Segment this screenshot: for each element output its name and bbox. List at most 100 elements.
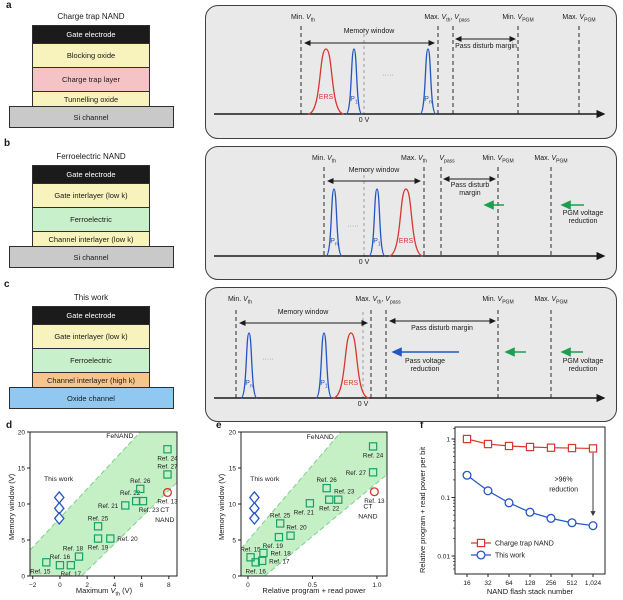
tick-label: 1.0 (372, 582, 381, 589)
chart-d-canvas: −2 0 2 4 6 8 0 5 10 15 20 Ref. 15 Ref. 16 Ref. 17 Ref.… (18, 429, 178, 589)
tick-label: 0.5 (308, 582, 317, 589)
vth-diagram-this-work: Min. Vth Max. Vth, Vpass Min. VPGM Max. … (205, 287, 617, 422)
data-point-circle (162, 487, 173, 498)
data-point-diamond (248, 511, 260, 526)
stack-layer: Gate electrode (32, 306, 150, 325)
annotation: FeNAND (106, 433, 133, 440)
data-point-circle (567, 518, 577, 528)
annotation: FeNAND (307, 434, 334, 441)
band-edge (30, 432, 141, 551)
p1-distribution (345, 48, 363, 115)
stack-layer: Channel interlayer (low k) (32, 231, 150, 247)
data-point-square (525, 442, 535, 452)
point-label: Ref. 26 (316, 477, 337, 484)
data-point-diamond (53, 511, 65, 526)
point-label: Ref. 19 (88, 545, 109, 552)
device-stack-this-work: This work Gate electrode Gate interlayer (… (0, 287, 182, 409)
tick-label: 64 (505, 580, 513, 587)
data-point-square (93, 534, 103, 543)
label-min-vth: Min. Vth (227, 296, 253, 306)
tick-label: 5 (232, 537, 236, 544)
tick-label: 4 (113, 582, 117, 589)
vth-diagram-charge-trap-nand: Min. Vth Max. Vth, Vpass Min. VPGM Max. … (205, 5, 617, 139)
point-label: Ref. 18 (270, 550, 291, 557)
p1-distribution (368, 188, 386, 257)
data-point-square (106, 534, 115, 543)
stack-layer: Gate interlayer (low k) (32, 183, 150, 208)
data-point-square (286, 531, 295, 540)
label-p1: P1 (350, 96, 358, 106)
data-point-square (136, 484, 145, 494)
label-min-vth: Min. Vth (290, 14, 316, 24)
data-point-square (163, 470, 172, 479)
point-label: Ref. 13 (364, 498, 385, 505)
label-min-vth: Min. Vth (311, 155, 337, 165)
stack-title: This work (73, 292, 109, 302)
label-pn: Pn (330, 238, 338, 248)
band-edge (81, 482, 177, 576)
tick-label: 20 (229, 429, 237, 436)
chart-power-vs-stack-number: 1 0.1 0.01 16 32 64 128 256 512 1,024 >96% reductio… (413, 421, 623, 600)
label-max-vpgm: Max. VPGM (562, 14, 596, 24)
stack-layer: Ferroelectric (32, 207, 150, 232)
tick-label: 1 (446, 436, 450, 443)
chart-e-ylabel: Memory window (V) (217, 473, 226, 540)
point-label: Ref. 22 (319, 506, 340, 513)
tick-label: 128 (525, 580, 536, 587)
data-point-square (504, 441, 514, 451)
band-edge (264, 474, 387, 576)
panel-letter-b: b (4, 138, 11, 149)
tick-label: 16 (463, 580, 471, 587)
panel-letter-a: a (6, 0, 12, 11)
tick-label: 1,024 (585, 580, 602, 587)
label-pass-disturb-margin: Pass disturb margin (455, 43, 517, 50)
vth-diagram-c-canvas (214, 310, 606, 403)
point-label: Ref. 19 (263, 543, 284, 550)
stack-layer: Gate electrode (32, 25, 150, 44)
tick-label: 0.01 (437, 553, 450, 560)
tick-label: 8 (167, 582, 171, 589)
tick-label: 5 (21, 537, 25, 544)
tick-label: 256 (546, 580, 557, 587)
data-point-square (567, 443, 577, 453)
data-point-square (259, 548, 268, 558)
data-point-square (74, 552, 84, 561)
label-max-vth: Max. Vth (401, 155, 427, 165)
panel-letter-e: e (216, 420, 222, 431)
label-max-vth-vpass: Max. Vth, Vpass (355, 296, 401, 306)
data-point-square (274, 532, 284, 542)
label-zero-volt: 0 V (358, 117, 370, 124)
data-point-circle (462, 470, 472, 480)
point-label: Ref. 27 (157, 463, 178, 470)
data-point-square (476, 538, 486, 548)
data-point-square (251, 558, 260, 567)
ellipsis-dots: ····· (347, 223, 359, 230)
label-min-vpgm: Min. VPGM (482, 155, 514, 165)
label-ers: ERS (318, 94, 334, 101)
tick-label: 0 (58, 582, 62, 589)
data-point-circle (483, 486, 493, 496)
reduction-arrowhead (590, 511, 596, 517)
label-p1: P1 (373, 238, 381, 248)
point-label: Ref. 22 (120, 490, 141, 497)
ellipsis-dots: ····· (382, 72, 394, 79)
tick-label: 10 (229, 501, 237, 508)
tick-label: 0 (21, 573, 25, 580)
label-pass-voltage-reduction: Pass voltage reduction (404, 358, 446, 374)
data-point-square (257, 556, 267, 566)
chart-d-xlabel: Maximum Vth (V) (75, 586, 133, 598)
data-point-square (462, 434, 472, 444)
point-label: Ref. 18 (63, 546, 84, 553)
label-pass-disturb-margin: Pass disturb margin (411, 325, 473, 332)
data-point-circle (546, 513, 556, 523)
point-label: Ref. 16 (246, 568, 267, 575)
point-label: Ref. 24 (157, 455, 178, 462)
legend-label: Charge trap NAND (495, 541, 554, 548)
point-label: Ref. 23 (139, 507, 160, 514)
annotation: reduction (549, 486, 578, 493)
vth-diagram-b-canvas (214, 167, 606, 261)
point-label: Ref. 21 (98, 503, 119, 510)
ers-distribution (388, 188, 424, 257)
device-stack-charge-trap-nand: Charge trap NAND Gate electrode Blocking o… (0, 6, 182, 128)
stack-layer: Tunnelling oxide (32, 91, 150, 107)
